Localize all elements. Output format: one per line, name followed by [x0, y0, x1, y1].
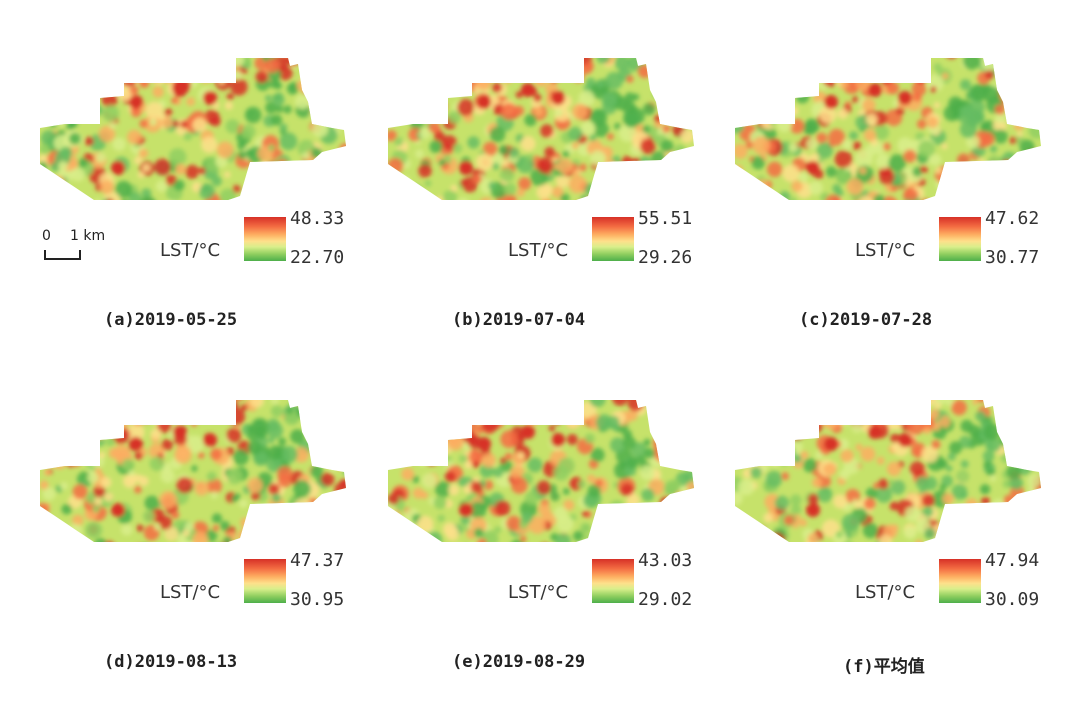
legend-color-bar: [939, 559, 981, 603]
panel-caption: (a)2019-05-25: [104, 310, 238, 330]
map-panel-e: 43.03 29.02 LST/°C (e)2019-08-29: [388, 352, 718, 682]
scale-one-label: 1 km: [70, 228, 106, 244]
legend-min-value: 29.02: [638, 589, 693, 610]
lst-map: [388, 400, 694, 542]
legend-max-value: 55.51: [638, 208, 693, 229]
legend-title: LST/°C: [160, 582, 221, 603]
legend-title: LST/°C: [855, 240, 916, 261]
legend-max-value: 47.94: [985, 550, 1040, 571]
lst-map: [735, 400, 1041, 542]
legend-max-value: 47.37: [290, 550, 345, 571]
scale-bar-line: [44, 250, 81, 260]
map-panel-b: 55.51 29.26 LST/°C (b)2019-07-04: [388, 10, 718, 340]
legend-color-bar: [592, 559, 634, 603]
legend-min-value: 22.70: [290, 247, 345, 268]
map-panel-f: 47.94 30.09 LST/°C (f)平均值: [735, 352, 1065, 682]
panel-caption: (c)2019-07-28: [799, 310, 933, 330]
panel-caption: (f)平均值: [843, 657, 925, 677]
legend-title: LST/°C: [508, 582, 569, 603]
legend-min-value: 30.09: [985, 589, 1040, 610]
legend-title: LST/°C: [160, 240, 221, 261]
lst-map: [40, 400, 346, 542]
lst-map: [40, 58, 346, 200]
legend-max-value: 48.33: [290, 208, 345, 229]
lst-map: [388, 58, 694, 200]
legend-min-value: 29.26: [638, 247, 693, 268]
legend-color-bar: [244, 559, 286, 603]
legend-color-bar: [244, 217, 286, 261]
legend-title: LST/°C: [508, 240, 569, 261]
legend-color-bar: [592, 217, 634, 261]
scale-zero-label: 0: [42, 228, 51, 244]
lst-map: [735, 58, 1041, 200]
legend-min-value: 30.95: [290, 589, 345, 610]
legend-min-value: 30.77: [985, 247, 1040, 268]
panel-caption: (e)2019-08-29: [452, 652, 586, 672]
scale-bar: 0 1 km: [42, 228, 122, 262]
panel-caption: (b)2019-07-04: [452, 310, 586, 330]
legend-max-value: 47.62: [985, 208, 1040, 229]
map-panel-a: 48.33 22.70 LST/°C (a)2019-05-25: [40, 10, 370, 340]
legend-title: LST/°C: [855, 582, 916, 603]
legend-color-bar: [939, 217, 981, 261]
map-panel-c: 47.62 30.77 LST/°C (c)2019-07-28: [735, 10, 1065, 340]
legend-max-value: 43.03: [638, 550, 693, 571]
panel-caption: (d)2019-08-13: [104, 652, 238, 672]
map-panel-d: 47.37 30.95 LST/°C (d)2019-08-13: [40, 352, 370, 682]
